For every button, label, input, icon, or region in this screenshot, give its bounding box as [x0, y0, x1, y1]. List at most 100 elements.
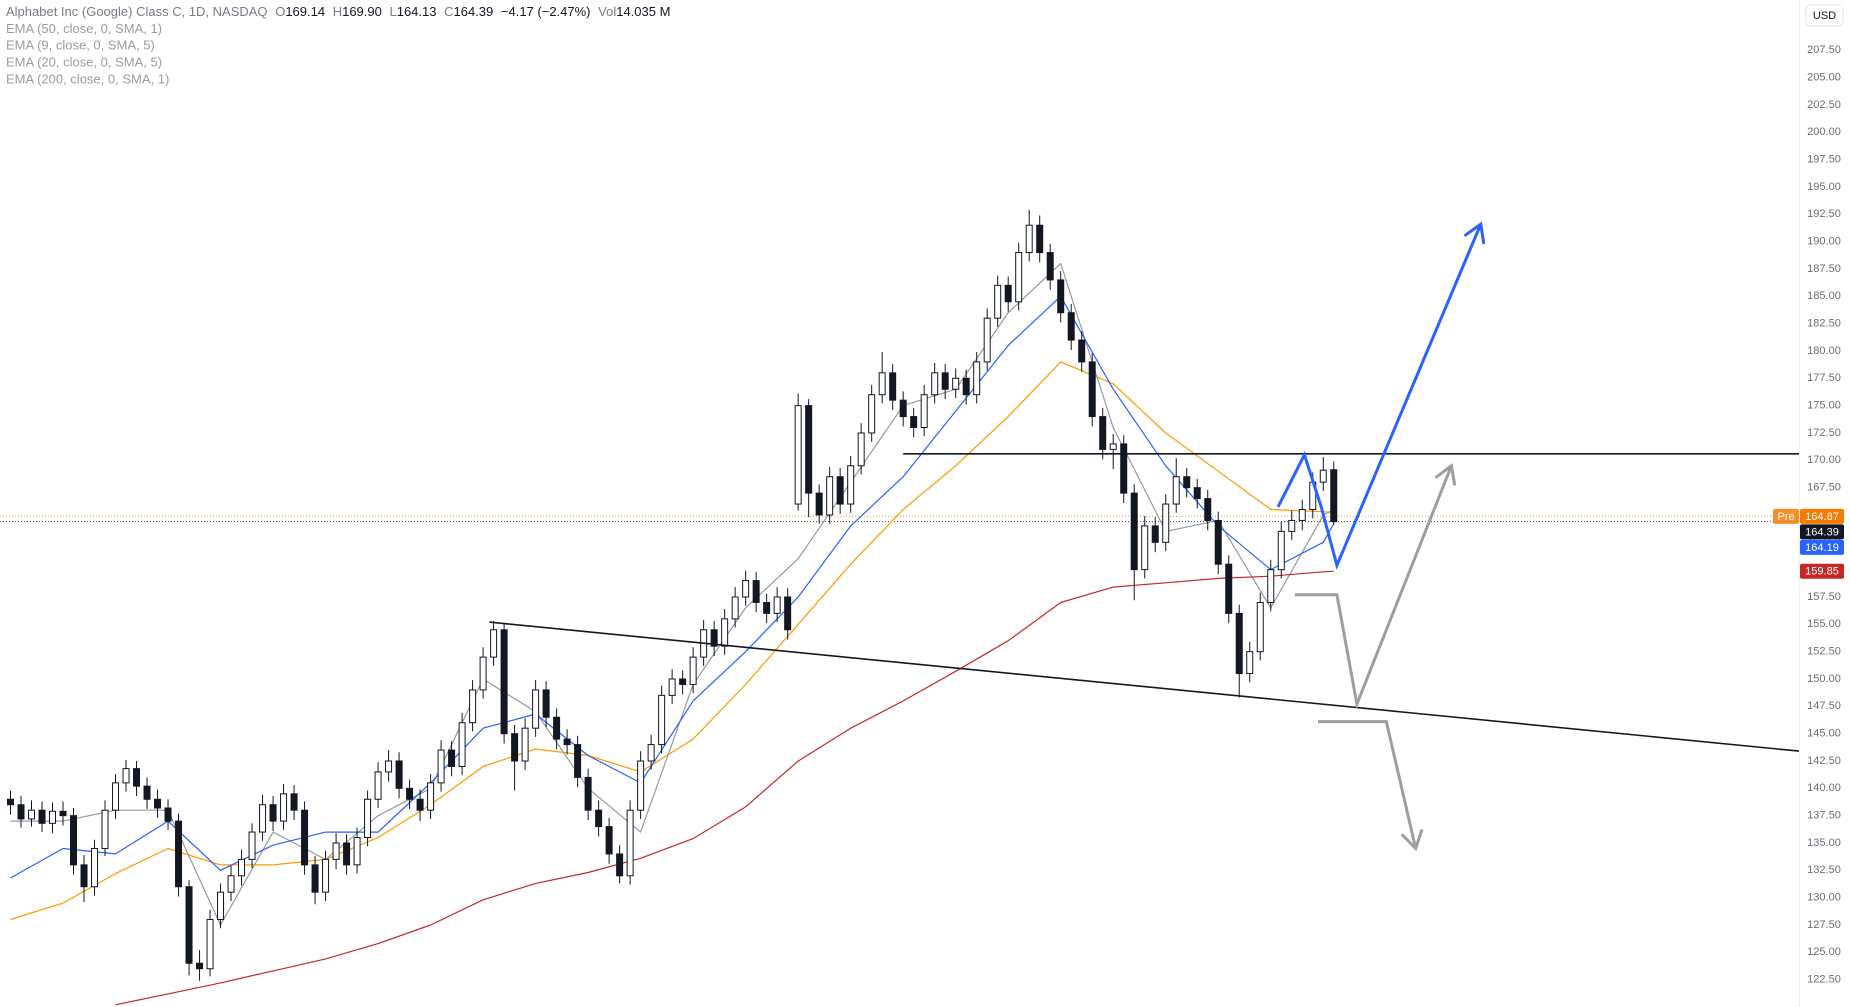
candle-body	[154, 798, 162, 809]
candle-body	[847, 465, 855, 505]
candle-body	[17, 804, 25, 820]
candle-body	[1088, 361, 1096, 418]
candle-body	[385, 760, 393, 773]
volume-label: Vol	[598, 4, 616, 19]
candle-layer	[7, 209, 1338, 981]
y-tick-label: 145.00	[1807, 728, 1841, 740]
currency-button[interactable]	[1805, 4, 1844, 27]
y-tick-label: 172.50	[1807, 427, 1841, 439]
candle-body	[343, 842, 351, 866]
candle-body	[1288, 519, 1296, 532]
candle-body	[1277, 530, 1285, 571]
change-value: −4.17 (−2.47%)	[501, 4, 591, 19]
arrow-head	[1434, 463, 1457, 486]
y-tick-label: 125.00	[1807, 946, 1841, 958]
indicator-line	[115, 570, 1334, 1006]
candle-body	[626, 809, 634, 877]
candle-body	[1256, 601, 1264, 653]
price-tag-prefix	[1773, 508, 1799, 524]
candle-body	[511, 733, 519, 762]
y-tick-label: 167.50	[1807, 482, 1841, 494]
candle-body	[500, 629, 508, 735]
candle-body	[1078, 339, 1086, 363]
candle-body	[647, 744, 655, 762]
y-tick-label: 205.00	[1807, 72, 1841, 84]
candle-body	[469, 689, 477, 724]
trend-line	[489, 621, 1800, 752]
candle-body	[1046, 252, 1054, 281]
currency-label[interactable]: USD	[1813, 10, 1836, 22]
candle-body	[280, 793, 288, 822]
candle-body	[448, 749, 456, 767]
candle-body	[574, 744, 582, 778]
y-tick-label: 190.00	[1807, 236, 1841, 248]
candle-body	[80, 864, 88, 888]
arrow-head	[1400, 829, 1424, 852]
candle-body	[521, 727, 529, 762]
candle-body	[1319, 469, 1327, 483]
y-tick-label: 142.50	[1807, 755, 1841, 767]
candle-body	[532, 689, 540, 729]
candle-body	[437, 749, 445, 784]
projection-arrow	[1294, 465, 1453, 710]
price-tag-prefix-label: Pre	[1777, 511, 1794, 523]
candle-body	[196, 962, 204, 970]
y-tick-label: 207.50	[1807, 44, 1841, 56]
y-tick-label: 157.50	[1807, 591, 1841, 603]
candle-body	[458, 722, 466, 767]
candle-body	[1141, 525, 1149, 571]
candle-body	[175, 820, 183, 888]
candle-body	[1099, 416, 1107, 450]
candle-body	[1162, 503, 1170, 543]
high-value: 169.90	[342, 4, 382, 19]
candle-body	[931, 372, 939, 396]
y-tick-label: 147.50	[1807, 700, 1841, 712]
candle-body	[616, 853, 624, 877]
candle-body	[1004, 284, 1012, 303]
candle-body	[899, 399, 907, 418]
low-label: L	[389, 4, 396, 19]
candle-body	[637, 760, 645, 811]
y-tick-label: 135.00	[1807, 837, 1841, 849]
candle-body	[878, 372, 886, 396]
candle-body	[595, 809, 603, 828]
candle-body	[668, 678, 676, 696]
candle-body	[185, 886, 193, 964]
candle-body	[479, 656, 487, 691]
projection-arrow	[1276, 223, 1483, 570]
indicator-line	[10, 295, 1335, 879]
candle-body	[311, 864, 319, 893]
candle-body	[49, 810, 57, 824]
candle-body	[605, 826, 613, 855]
candle-body	[374, 771, 382, 800]
candle-body	[38, 809, 46, 824]
candle-body	[563, 738, 571, 746]
candle-body	[164, 807, 172, 822]
candle-body	[941, 372, 949, 390]
y-tick-label: 175.00	[1807, 400, 1841, 412]
y-tick-label: 170.00	[1807, 454, 1841, 466]
price-tag	[1800, 524, 1844, 540]
candle-body	[1330, 469, 1338, 523]
candle-body	[1015, 252, 1023, 303]
candle-body	[584, 776, 592, 811]
candle-body	[406, 787, 414, 800]
y-tick-label: 185.00	[1807, 290, 1841, 302]
price-tag-value: 164.87	[1805, 511, 1839, 523]
candle-body	[133, 768, 141, 787]
y-tick-label: 130.00	[1807, 892, 1841, 904]
y-tick-label: 202.50	[1807, 99, 1841, 111]
candle-body	[1109, 443, 1117, 450]
candle-body	[962, 377, 970, 396]
arrow-head	[1463, 221, 1486, 245]
y-tick-label: 127.50	[1807, 919, 1841, 931]
y-tick-label: 192.50	[1807, 208, 1841, 220]
low-value: 164.13	[397, 4, 437, 19]
price-axis: 122.50 125.00 127.50 130.00 132.50 135.00 137.…	[1807, 44, 1841, 985]
indicator-legend: EMA (50, close, 0, SMA, 1) EMA (9, close,…	[6, 21, 169, 86]
candle-body	[857, 432, 865, 467]
candle-body	[742, 580, 750, 598]
volume-value: 14.035 M	[616, 4, 670, 19]
price-tag	[1800, 563, 1844, 579]
